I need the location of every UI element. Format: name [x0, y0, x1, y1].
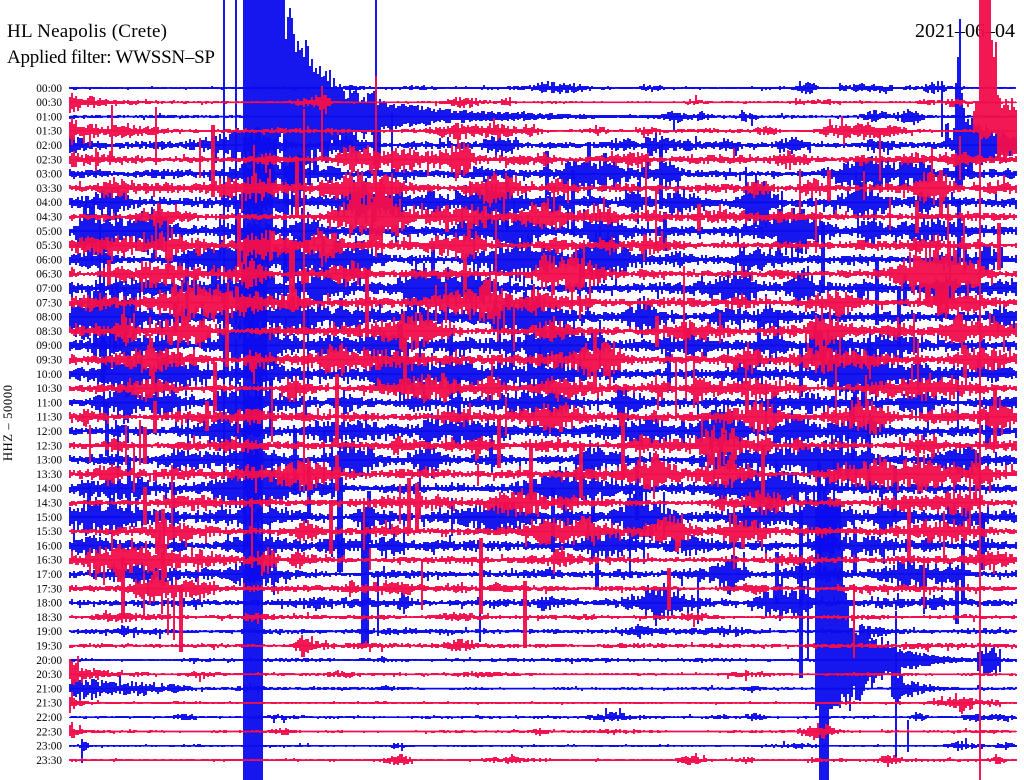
svg-text:03:00: 03:00: [36, 169, 62, 181]
svg-text:00:00: 00:00: [36, 83, 62, 95]
svg-text:20:30: 20:30: [36, 669, 62, 681]
svg-text:05:00: 05:00: [36, 226, 62, 238]
svg-text:Applied filter: WWSSN–SP: Applied filter: WWSSN–SP: [7, 47, 215, 68]
svg-text:05:30: 05:30: [36, 240, 62, 252]
svg-text:22:00: 22:00: [36, 712, 62, 724]
svg-text:02:30: 02:30: [36, 154, 62, 166]
svg-text:01:30: 01:30: [36, 126, 62, 138]
svg-text:10:30: 10:30: [36, 383, 62, 395]
svg-text:18:00: 18:00: [36, 598, 62, 610]
svg-text:14:00: 14:00: [36, 483, 62, 495]
svg-text:13:30: 13:30: [36, 469, 62, 481]
svg-text:21:30: 21:30: [36, 698, 62, 710]
svg-text:15:30: 15:30: [36, 526, 62, 538]
svg-text:17:00: 17:00: [36, 569, 62, 581]
svg-text:2021–06–04: 2021–06–04: [915, 20, 1015, 42]
svg-text:01:00: 01:00: [36, 111, 62, 123]
svg-text:23:00: 23:00: [36, 741, 62, 753]
svg-text:07:00: 07:00: [36, 283, 62, 295]
svg-text:23:30: 23:30: [36, 755, 62, 767]
svg-text:HHZ – 50000: HHZ – 50000: [1, 385, 15, 461]
svg-text:09:30: 09:30: [36, 355, 62, 367]
svg-text:19:00: 19:00: [36, 626, 62, 638]
svg-text:12:30: 12:30: [36, 440, 62, 452]
svg-text:03:30: 03:30: [36, 183, 62, 195]
svg-text:06:30: 06:30: [36, 269, 62, 281]
svg-text:22:30: 22:30: [36, 726, 62, 738]
svg-text:08:00: 08:00: [36, 312, 62, 324]
svg-text:16:30: 16:30: [36, 555, 62, 567]
svg-text:20:00: 20:00: [36, 655, 62, 667]
svg-text:16:00: 16:00: [36, 540, 62, 552]
svg-text:21:00: 21:00: [36, 683, 62, 695]
svg-text:02:00: 02:00: [36, 140, 62, 152]
svg-text:17:30: 17:30: [36, 583, 62, 595]
svg-text:04:00: 04:00: [36, 197, 62, 209]
svg-text:04:30: 04:30: [36, 212, 62, 224]
svg-text:00:30: 00:30: [36, 97, 62, 109]
svg-text:11:30: 11:30: [37, 412, 63, 424]
svg-text:10:00: 10:00: [36, 369, 62, 381]
svg-text:06:00: 06:00: [36, 254, 62, 266]
svg-text:13:00: 13:00: [36, 455, 62, 467]
svg-text:18:30: 18:30: [36, 612, 62, 624]
svg-text:HL Neapolis (Crete): HL Neapolis (Crete): [7, 21, 167, 42]
svg-text:15:00: 15:00: [36, 512, 62, 524]
svg-text:11:00: 11:00: [37, 397, 63, 409]
svg-text:09:00: 09:00: [36, 340, 62, 352]
svg-text:08:30: 08:30: [36, 326, 62, 338]
svg-text:12:00: 12:00: [36, 426, 62, 438]
svg-text:14:30: 14:30: [36, 498, 62, 510]
svg-text:07:30: 07:30: [36, 297, 62, 309]
svg-text:19:30: 19:30: [36, 641, 62, 653]
